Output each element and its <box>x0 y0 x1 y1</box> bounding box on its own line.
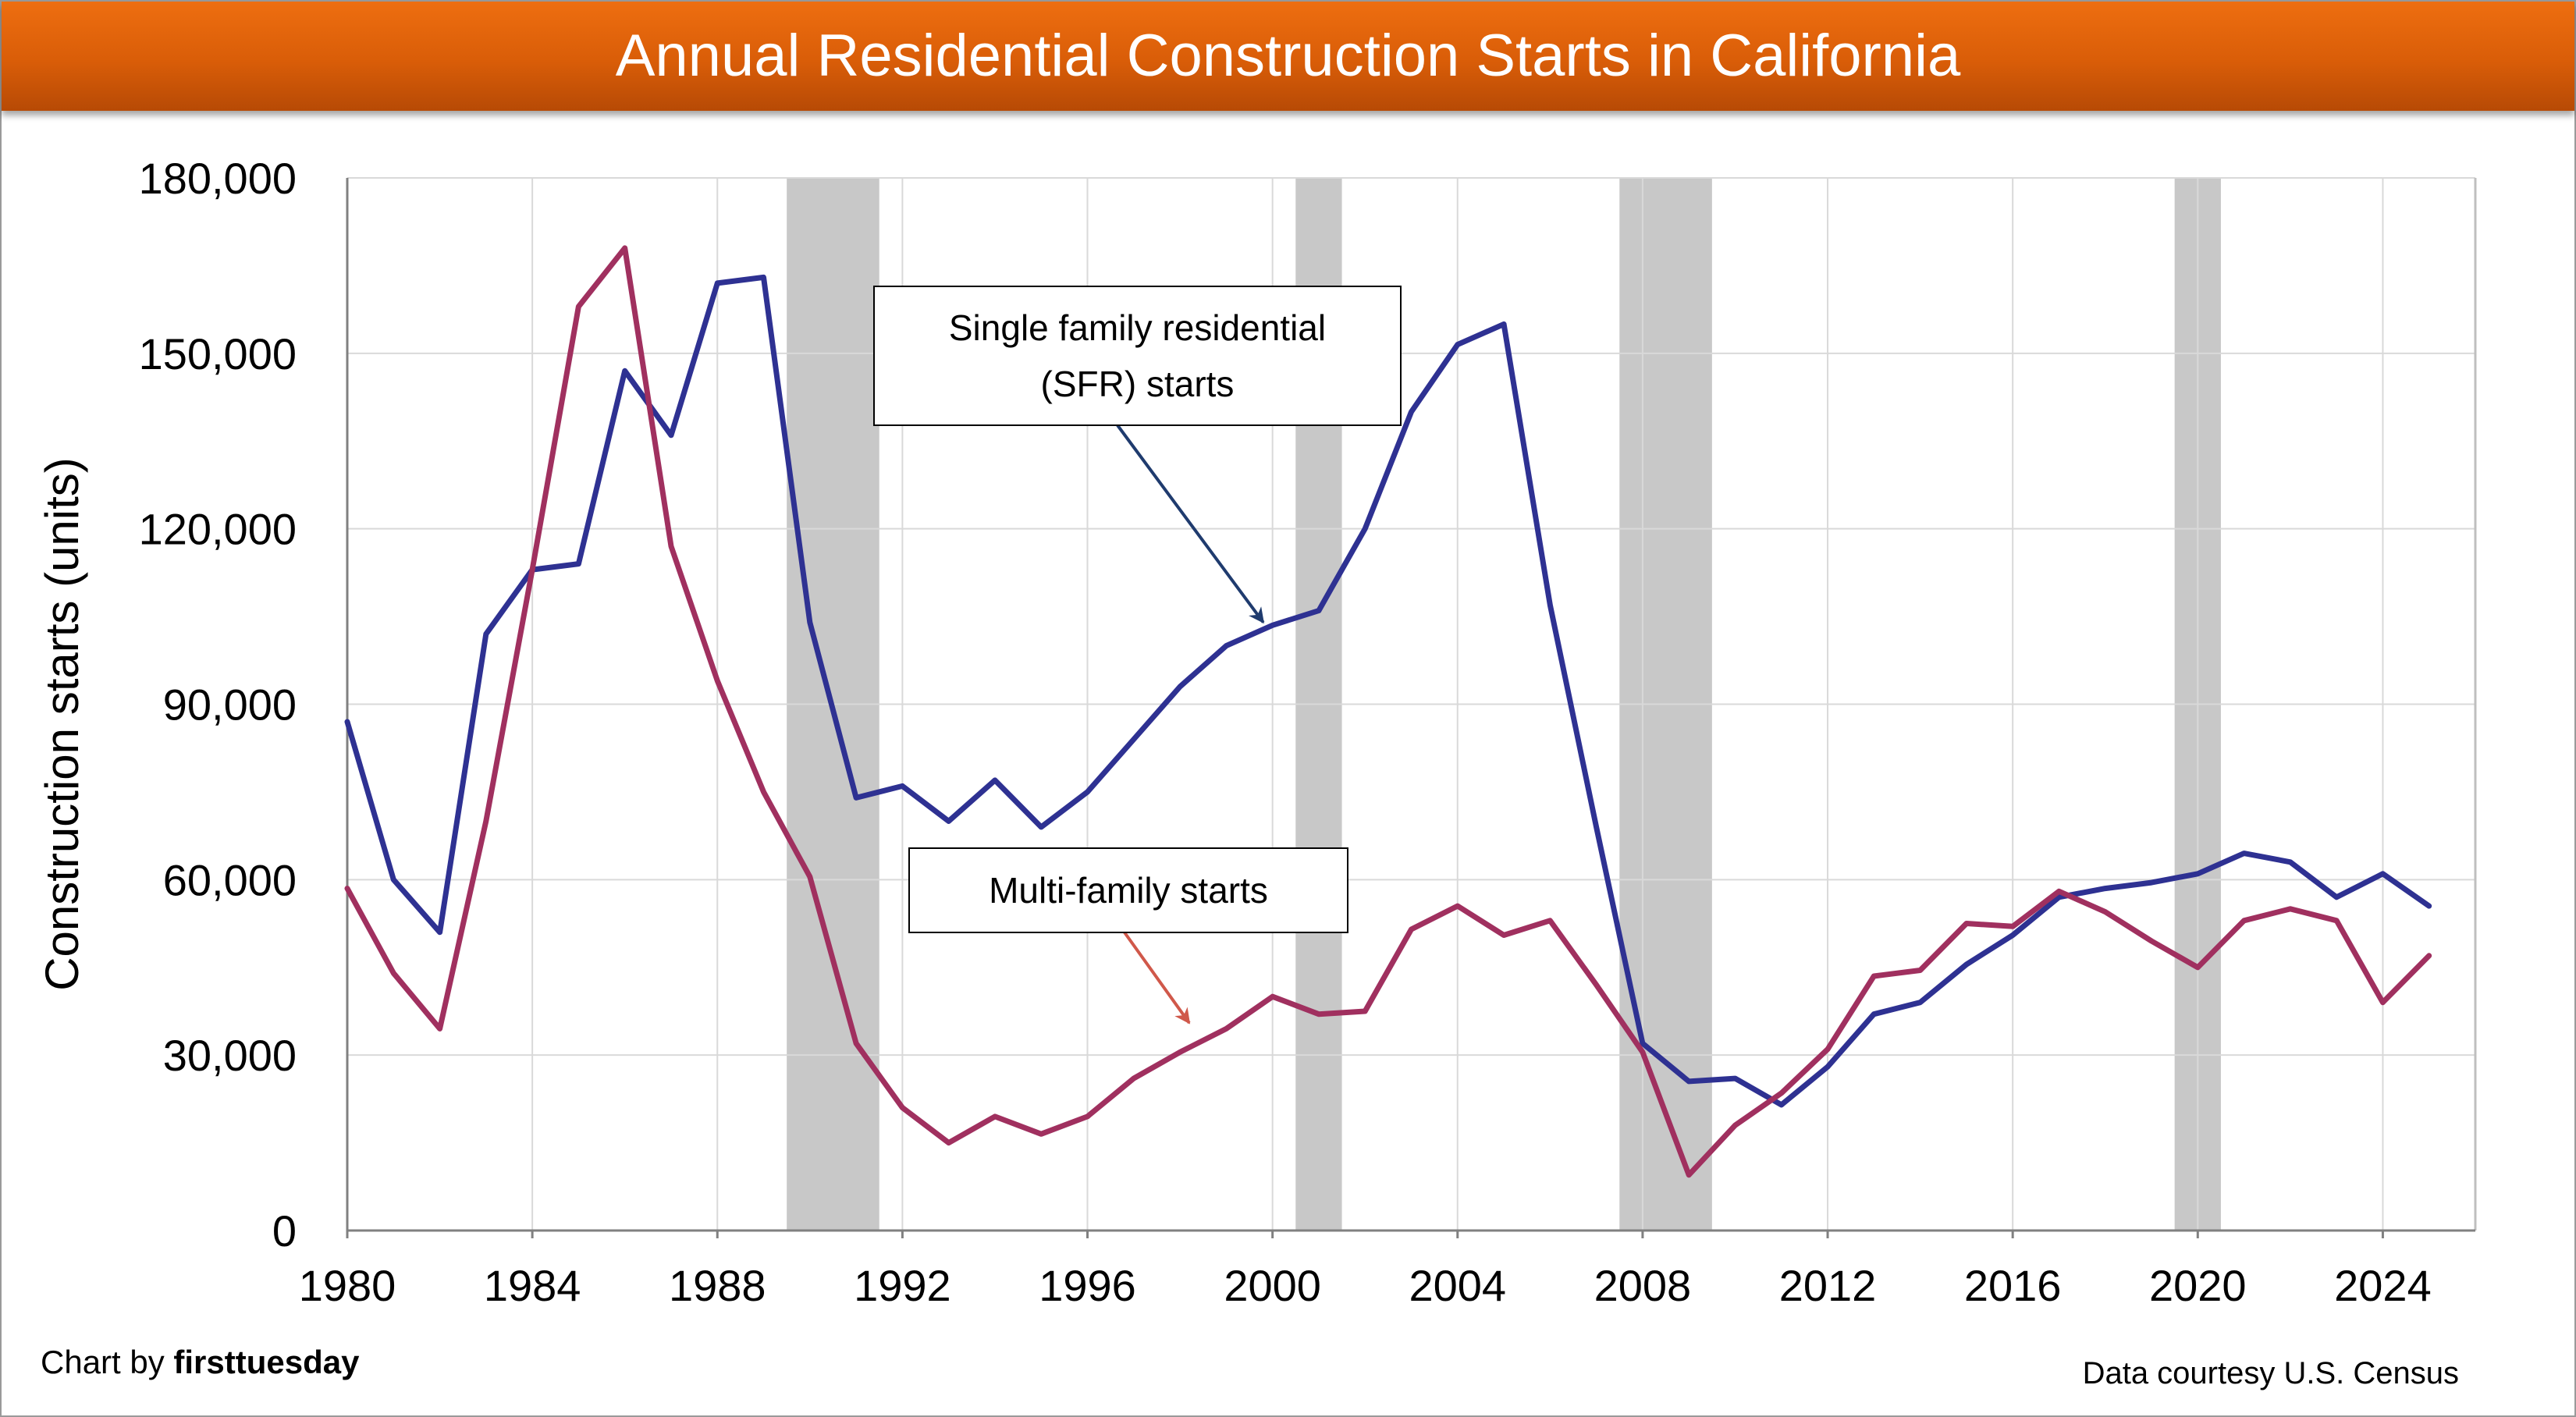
x-tick-labels: 1980 1984 1988 1992 1996 2000 2004 2008 2012 2016… <box>299 1231 2432 1310</box>
data-source: Data courtesy U.S. Census <box>2082 1356 2459 1390</box>
y-axis-label: Construction starts (units) <box>36 457 88 991</box>
x-tick-label: 2008 <box>1594 1261 1692 1310</box>
y-tick-label: 0 <box>272 1206 297 1255</box>
y-tick-label: 150,000 <box>139 329 297 378</box>
x-tick-label: 2012 <box>1779 1261 1877 1310</box>
annotation-box <box>873 286 1402 426</box>
x-tick-label: 2000 <box>1224 1261 1321 1310</box>
y-tick-label: 120,000 <box>139 505 297 554</box>
y-tick-label: 180,000 <box>139 154 297 203</box>
series-line-multi-family <box>344 245 2432 1178</box>
x-tick-label: 1980 <box>299 1261 396 1310</box>
annotation-label: Multi-family starts <box>989 870 1268 911</box>
x-tick-label: 1988 <box>669 1261 766 1310</box>
series-line-single-family <box>344 274 2432 1108</box>
x-tick-label: 1996 <box>1039 1261 1136 1310</box>
annotation-arrow <box>1116 424 1265 624</box>
x-tick-label: 1984 <box>484 1261 581 1310</box>
series-lines <box>344 245 2432 1178</box>
gridlines <box>347 177 2477 1231</box>
annotation-label: (SFR) starts <box>1041 364 1235 404</box>
x-tick-label: 2016 <box>1964 1261 2062 1310</box>
y-tick-labels: 0 30,000 60,000 90,000 120,000 150,000 180,000 <box>139 154 297 1255</box>
y-tick-label: 60,000 <box>163 855 297 904</box>
title-bar: Annual Residential Construction Starts i… <box>2 2 2574 111</box>
y-tick-label: 90,000 <box>163 680 297 730</box>
annotation-label: Single family residential <box>949 307 1326 348</box>
annotation-arrow <box>1123 931 1191 1025</box>
annotation-box <box>908 847 1348 933</box>
x-tick-label: 1992 <box>854 1261 951 1310</box>
x-tick-label: 2004 <box>1409 1261 1506 1310</box>
y-tick-label: 30,000 <box>163 1031 297 1080</box>
credit-brand: firsttuesday <box>173 1344 360 1380</box>
annotations: Single family residential (SFR) starts Mul… <box>873 286 1402 1025</box>
chart-title: Annual Residential Construction Starts i… <box>615 23 1961 89</box>
x-tick-label: 2024 <box>2334 1261 2432 1310</box>
credit-prefix: Chart by <box>41 1344 174 1380</box>
chart-credit: Chart by firsttuesday <box>41 1344 359 1381</box>
x-tick-label: 2020 <box>2149 1261 2247 1310</box>
axes <box>346 178 2475 1232</box>
